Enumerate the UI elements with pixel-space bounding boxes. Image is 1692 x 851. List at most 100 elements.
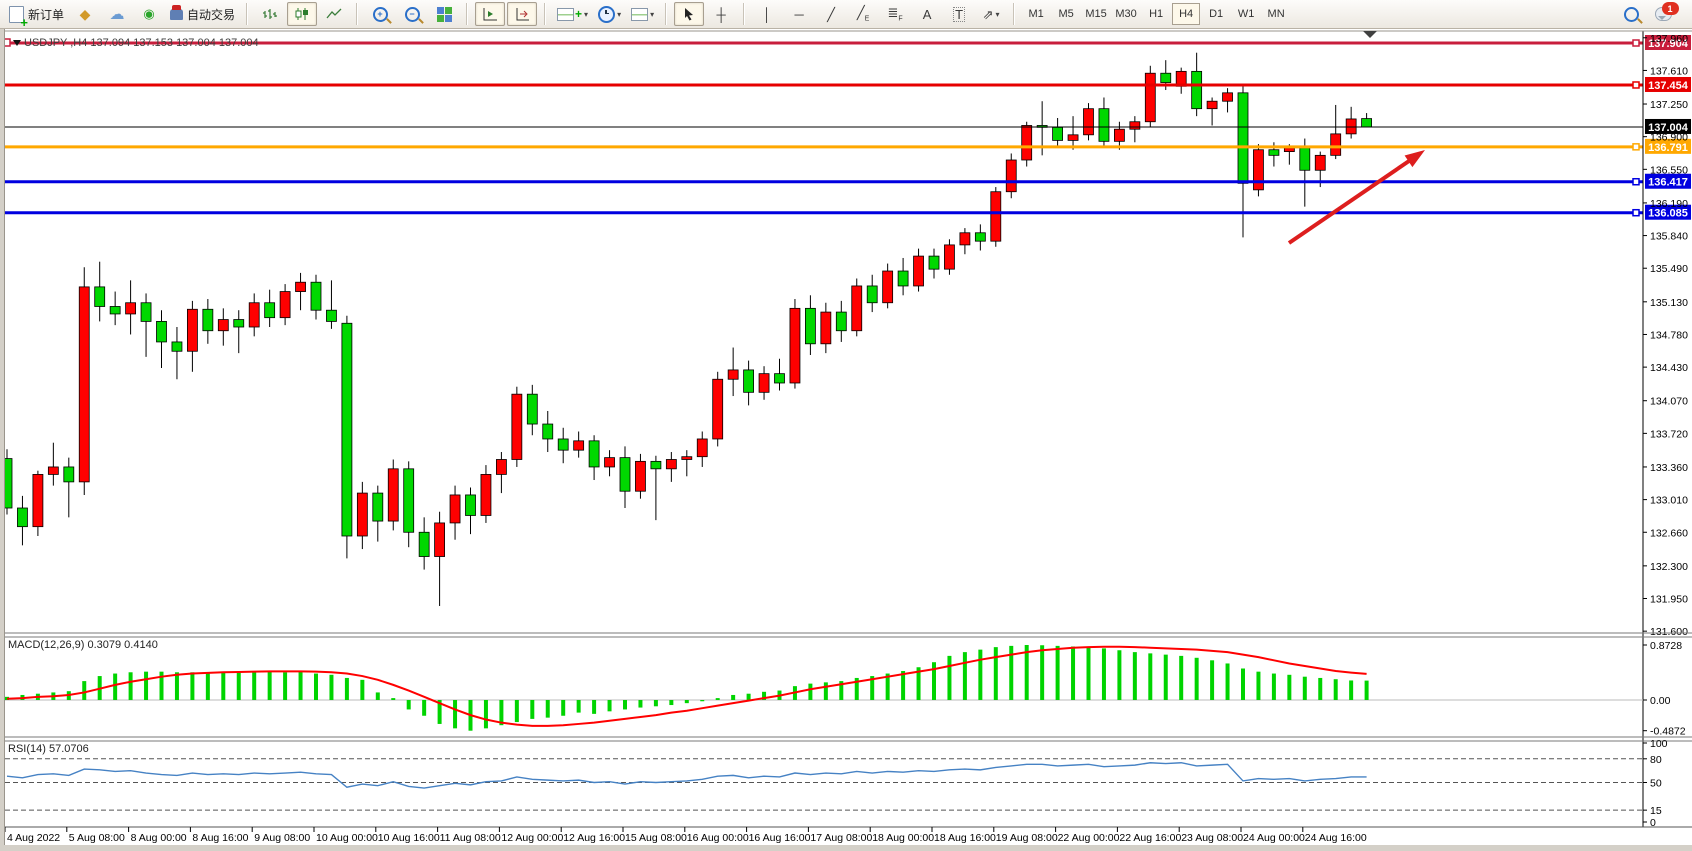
fibonacci-button[interactable]: ≣F bbox=[880, 2, 910, 26]
candle-body bbox=[495, 459, 507, 475]
chart-shift-marker[interactable] bbox=[1363, 31, 1377, 38]
chart-shift-button[interactable] bbox=[507, 2, 538, 26]
candle-body bbox=[913, 255, 924, 287]
tf-w1-button[interactable]: W1 bbox=[1237, 8, 1255, 20]
candle-body bbox=[727, 369, 739, 380]
candle-body bbox=[17, 507, 28, 528]
new-order-icon bbox=[9, 5, 28, 28]
tf-m30-button[interactable]: M30 bbox=[1115, 8, 1137, 20]
text-label-button[interactable]: T bbox=[944, 2, 974, 26]
hline-handle[interactable] bbox=[1632, 143, 1640, 151]
new-order-button[interactable]: 新订单 bbox=[5, 2, 68, 28]
separator bbox=[544, 3, 547, 25]
styler-button[interactable]: ◆ bbox=[70, 2, 100, 26]
crosshair-icon: ┼ bbox=[716, 6, 726, 22]
time-tick-label: 24 Aug 16:00 bbox=[1305, 832, 1367, 844]
candle-body bbox=[1330, 133, 1342, 156]
tf-d1-button[interactable]: D1 bbox=[1209, 8, 1224, 20]
price-tick-label: 134.780 bbox=[1650, 329, 1688, 341]
hline-handle[interactable] bbox=[1632, 177, 1640, 186]
tf-m1-button[interactable]: M1 bbox=[1028, 8, 1044, 20]
price-tag bbox=[1645, 118, 1691, 134]
text-button[interactable]: A bbox=[912, 2, 942, 26]
tf-h4-button[interactable]: H4 bbox=[1172, 3, 1201, 25]
indicators-button[interactable]: + ▾ bbox=[553, 2, 592, 26]
candle-body bbox=[217, 319, 229, 332]
time-tick-label: 18 Aug 00:00 bbox=[872, 832, 934, 844]
autotrade-button[interactable]: 自动交易 bbox=[166, 2, 239, 26]
candle-body bbox=[1206, 100, 1218, 110]
candle-body bbox=[186, 308, 198, 352]
tf-h1-button[interactable]: H1 bbox=[1149, 8, 1164, 20]
candle-body bbox=[202, 308, 214, 332]
periods-button[interactable]: ▾ bbox=[594, 2, 625, 26]
candle-body bbox=[1222, 92, 1233, 102]
candle-body bbox=[1299, 147, 1311, 171]
candle-body bbox=[387, 468, 399, 522]
candle-body bbox=[434, 522, 446, 557]
rsi-axis-label: 80 bbox=[1650, 754, 1662, 766]
cloud-icon: ☁ bbox=[109, 6, 125, 23]
autoscroll-icon bbox=[483, 8, 498, 21]
hline-handle[interactable] bbox=[1632, 39, 1640, 47]
rsi-plot-area[interactable] bbox=[5, 741, 1643, 827]
macd-signal-line bbox=[6, 645, 1367, 727]
tf-mn-button[interactable]: MN bbox=[1267, 8, 1285, 20]
candle-body bbox=[1114, 128, 1125, 142]
price-tag-value: 137.004 bbox=[1648, 122, 1689, 134]
trend-arrow-head[interactable] bbox=[1404, 150, 1425, 168]
chevron-down-icon: ▾ bbox=[584, 9, 589, 19]
horizontal-line-button[interactable]: ─ bbox=[784, 2, 814, 26]
arrows-tool-button[interactable]: ⇗ ▾ bbox=[976, 2, 1006, 26]
cursor-group: ┼ bbox=[669, 0, 741, 28]
symbol-dropdown-icon[interactable] bbox=[13, 40, 21, 46]
community-button[interactable]: ☁ bbox=[102, 2, 132, 26]
search-button[interactable] bbox=[1616, 2, 1646, 26]
rsi-axis-label: 100 bbox=[1650, 738, 1668, 750]
time-tick-label: 19 Aug 08:00 bbox=[996, 832, 1058, 844]
candle-body bbox=[465, 494, 476, 516]
templates-button[interactable]: ▾ bbox=[627, 2, 658, 26]
channel-button[interactable]: ╱E bbox=[848, 2, 878, 26]
candle-body bbox=[1144, 72, 1156, 123]
candle-body bbox=[851, 285, 863, 332]
scroll-group bbox=[470, 0, 542, 28]
notifications-button[interactable]: 1 bbox=[1648, 2, 1679, 26]
chart-title: USDJPY ,H4 137.094 137.153 137.004 137.0… bbox=[24, 37, 259, 49]
line-chart-button[interactable] bbox=[319, 2, 349, 26]
zoom-out-button[interactable]: − bbox=[397, 2, 427, 26]
candle-body bbox=[449, 494, 461, 524]
left-window-edge bbox=[0, 28, 5, 851]
signals-button[interactable]: ◉ bbox=[134, 2, 164, 26]
time-tick-label: 8 Aug 00:00 bbox=[131, 832, 187, 844]
price-tick-label: 132.660 bbox=[1650, 527, 1688, 539]
candle-body bbox=[696, 438, 708, 458]
rsi-axis-label: 50 bbox=[1650, 778, 1662, 790]
vertical-line-button[interactable]: │ bbox=[752, 2, 782, 26]
tile-windows-button[interactable] bbox=[429, 2, 459, 26]
zoom-in-button[interactable]: + bbox=[365, 2, 395, 26]
candlestick-chart-button[interactable] bbox=[287, 2, 318, 26]
tf-m5-button[interactable]: M5 bbox=[1058, 8, 1074, 20]
candle-body bbox=[542, 423, 554, 440]
candle-body bbox=[1129, 121, 1141, 130]
channel-icon: ╱E bbox=[856, 4, 870, 23]
tf-m15-button[interactable]: M15 bbox=[1085, 8, 1107, 20]
cursor-button[interactable] bbox=[674, 2, 705, 26]
hline-handle[interactable] bbox=[1632, 81, 1640, 89]
candle-body bbox=[356, 492, 368, 537]
candle-body bbox=[635, 460, 646, 492]
autoscroll-button[interactable] bbox=[475, 2, 506, 26]
gold-gem-icon: ◆ bbox=[79, 5, 91, 22]
time-tick-label: 23 Aug 08:00 bbox=[1181, 832, 1243, 844]
candle-body bbox=[47, 466, 59, 475]
candle-body bbox=[681, 456, 693, 460]
hline-handle[interactable] bbox=[1632, 208, 1640, 217]
bar-chart-button[interactable] bbox=[255, 2, 285, 26]
trend-arrow-line[interactable] bbox=[1287, 159, 1411, 245]
separator bbox=[356, 3, 359, 25]
crosshair-button[interactable]: ┼ bbox=[706, 2, 736, 26]
separator bbox=[246, 3, 249, 25]
trendline-button[interactable]: ╱ bbox=[816, 2, 846, 26]
chevron-down-icon: ▾ bbox=[617, 9, 622, 19]
